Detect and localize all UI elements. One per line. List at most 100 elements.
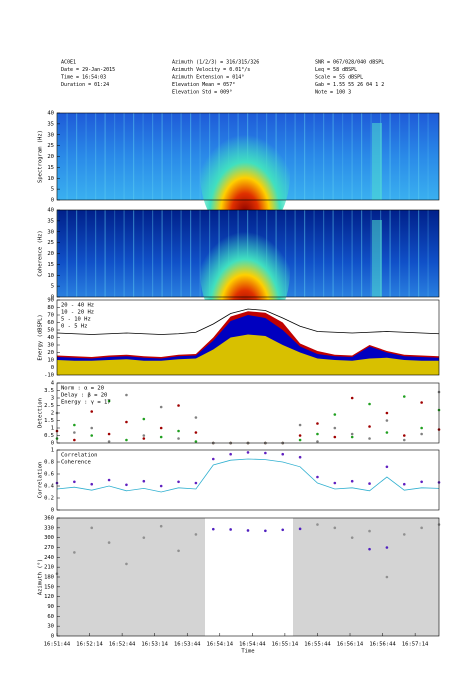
energy-area [57, 334, 439, 375]
noise-streak [427, 210, 429, 297]
point [73, 551, 76, 554]
point [73, 431, 76, 434]
noise-streak [76, 113, 78, 200]
y-tick-label: 360 [44, 516, 54, 522]
point [420, 401, 423, 404]
header-text: Date = 29-Jan-2015 [61, 67, 115, 73]
y-axis-label: Correlation [38, 462, 44, 498]
header-text: AC0E1 [61, 60, 76, 66]
y-tick-label: 0 [51, 295, 54, 301]
noise-streak [161, 113, 163, 200]
point [125, 483, 128, 487]
y-tick-label: 0 [51, 508, 54, 514]
y-tick-label: 10 [47, 273, 54, 279]
point [177, 480, 180, 484]
y-tick-label: 40 [47, 111, 54, 117]
y-tick-label: 240 [44, 555, 54, 561]
y-tick-label: 2 [51, 411, 54, 417]
y-tick-label: 40 [47, 208, 54, 214]
point [90, 434, 94, 437]
y-tick-label: 15 [47, 262, 54, 268]
y-tick-label: 210 [44, 565, 54, 571]
point [142, 479, 146, 483]
noise-streak [171, 113, 173, 200]
noise-streak [351, 210, 353, 297]
point [385, 575, 389, 579]
plot-frame [56, 382, 440, 444]
noise-streak [190, 113, 192, 200]
y-tick-label: 1 [51, 448, 54, 454]
point [298, 434, 302, 437]
point [368, 547, 371, 551]
point [177, 437, 180, 440]
point [368, 529, 371, 533]
point [316, 523, 319, 526]
point [142, 437, 146, 440]
header-text: Gab = 1.55 55 26 04 1 2 [315, 82, 384, 88]
legend-entry: 0 - 5 Hz [61, 324, 88, 330]
y-axis-label: Coherence (Hz) [38, 230, 44, 276]
noise-streak [190, 210, 192, 297]
y-tick-label: 150 [44, 584, 54, 590]
y-tick-label: 330 [44, 525, 54, 531]
plot-bg [57, 450, 439, 510]
point [177, 429, 180, 433]
noise-streak [389, 210, 391, 297]
noise-streak [408, 113, 410, 200]
noise-streak [152, 210, 154, 297]
x-tick-label: 16:53:14 [141, 642, 168, 648]
event-blob [200, 108, 290, 240]
header-text: Scale = 55 dBSPL [315, 75, 363, 81]
point [211, 527, 215, 531]
x-tick-label: 16:51:44 [44, 642, 71, 648]
noise-streak [180, 210, 182, 297]
noise-streak [133, 113, 135, 200]
point [316, 422, 319, 425]
point [333, 435, 337, 439]
point [125, 420, 128, 424]
noise-streak [294, 113, 296, 200]
point [90, 410, 94, 413]
series-line [56, 308, 440, 335]
header-text: Elevation Std = 009° [172, 90, 232, 96]
point [420, 526, 423, 530]
point [316, 432, 319, 436]
point [298, 455, 302, 459]
noise-streak [114, 210, 116, 297]
noise-streak [342, 113, 344, 200]
x-tick-label: 16:54:44 [239, 642, 266, 648]
y-tick-label: 2.5 [44, 403, 54, 409]
header-text: Note = 100 3 [315, 90, 351, 96]
point [211, 457, 215, 461]
point [385, 431, 389, 434]
x-tick-label: 16:52:44 [109, 642, 136, 648]
noise-streak [342, 210, 344, 297]
y-tick-label: 0 [51, 634, 54, 640]
x-tick-label: 16:53:44 [174, 642, 201, 648]
point [298, 527, 302, 531]
noise-streak [95, 113, 97, 200]
point [229, 528, 232, 531]
y-tick-label: 1.5 [44, 418, 54, 424]
noise-streak [332, 113, 334, 200]
x-tick-label: 16:52:14 [76, 642, 103, 648]
plot-bg [57, 383, 439, 443]
y-tick-label: 0.4 [44, 484, 55, 490]
point [402, 482, 406, 486]
y-axis-label: Energy (dBSPL) [38, 314, 44, 360]
noise-streak [389, 113, 391, 200]
y-tick-label: 10 [47, 176, 54, 182]
point [264, 451, 267, 455]
header-text: Azimuth (1/2/3) = 316/315/326 [172, 60, 259, 66]
point [264, 529, 267, 533]
point [420, 426, 423, 430]
band [372, 220, 382, 297]
noise-streak [180, 113, 182, 200]
y-tick-label: 120 [44, 594, 54, 600]
noise-streak [361, 210, 363, 297]
y-tick-label: 15 [47, 165, 54, 171]
x-tick-label: 16:57:14 [402, 642, 429, 648]
y-tick-label: 4 [51, 381, 55, 387]
noise-streak [304, 210, 306, 297]
legend-entry: Energy : γ = 17 [61, 400, 111, 406]
